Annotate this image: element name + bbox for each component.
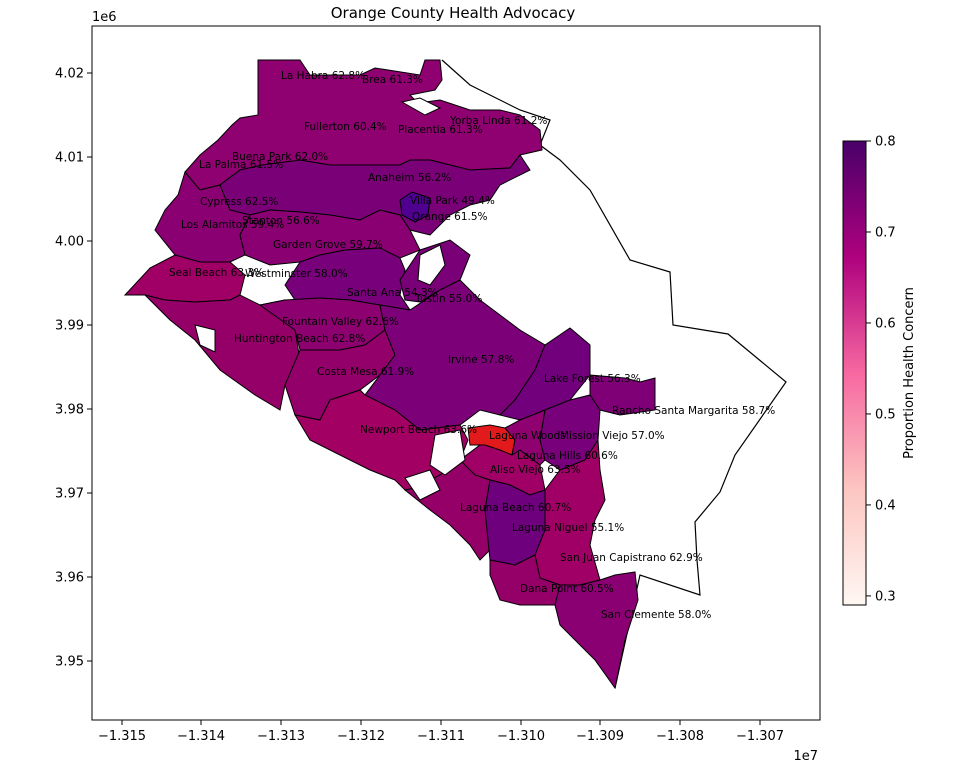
county-outline (441, 59, 787, 689)
colorbar-tick-label: 0.3 (875, 589, 896, 604)
city-label: Stanton 56.6% (242, 215, 320, 227)
city-label: Laguna Beach 60.7% (460, 502, 571, 514)
city-label: Tustin 55.0% (414, 293, 482, 305)
city-label: Laguna Niguel 55.1% (512, 522, 624, 534)
region-villa-park (399, 191, 431, 223)
x-axis: −1.315 −1.314 −1.313 −1.312 −1.311 −1.310 −1.3… (98, 720, 784, 744)
city-label: Buena Park 62.0% (232, 151, 328, 163)
pocket-4 (194, 324, 216, 353)
y-tick-label: 4.01 (55, 151, 84, 166)
city-label: Yorba Linda 61.2% (449, 115, 547, 127)
city-label: Newport Beach 63.6% (360, 424, 477, 436)
city-label: La Habra 62.8% (281, 70, 365, 82)
city-label: Cypress 62.5% (200, 196, 278, 208)
city-label: Fountain Valley 62.6% (282, 316, 399, 328)
city-label: Seal Beach 63.3% (169, 267, 264, 279)
colorbar-tick-label: 0.4 (875, 498, 896, 513)
x-tick-label: −1.310 (497, 729, 545, 744)
x-tick-label: −1.311 (417, 729, 465, 744)
city-label: La Palma 61.5% (199, 159, 283, 171)
city-label: Laguna Hills 60.6% (517, 450, 618, 462)
city-label: Dana Point 60.5% (520, 583, 614, 595)
city-label: Santa Ana 54.3% (347, 287, 438, 299)
y-offset-label: 1e6 (92, 10, 117, 25)
colorbar-tick-label: 0.5 (875, 407, 896, 422)
colorbar-label: Proportion Health Concern (902, 287, 917, 459)
region-huntington (143, 294, 301, 411)
city-labels: La Habra 62.8%Brea 61.3% Yorba Linda 61.2… (169, 70, 775, 621)
y-tick-label: 3.98 (55, 403, 84, 418)
colorbar (842, 140, 867, 606)
y-tick-label: 3.96 (55, 571, 84, 586)
city-label: Anaheim 56.2% (368, 172, 451, 184)
city-label: Westminster 58.0% (245, 268, 348, 280)
x-offset-label: 1e7 (793, 749, 818, 764)
x-tick-label: −1.313 (257, 729, 305, 744)
region-laguna-hills (504, 409, 546, 466)
city-label: Rancho Santa Margarita 58.7% (612, 405, 775, 417)
city-label: Lake Forest 56.3% (544, 373, 641, 385)
region-central (239, 209, 421, 266)
colorbar-tick-label: 0.7 (875, 225, 896, 240)
city-label: Villa Park 49.4% (410, 195, 495, 207)
x-tick-label: −1.309 (576, 729, 624, 744)
y-tick-label: 4.00 (55, 235, 84, 250)
plot-frame (91, 25, 821, 721)
x-tick-label: −1.307 (736, 729, 784, 744)
pocket-2 (429, 429, 466, 476)
city-label: Mission Viejo 57.0% (560, 430, 665, 442)
colorbar-tick-label: 0.6 (875, 316, 896, 331)
unincorporated-pockets (194, 97, 466, 501)
city-label: Fullerton 60.4% (304, 121, 387, 133)
city-label: Aliso Viejo 63.5% (490, 464, 581, 476)
pocket-5 (400, 97, 442, 116)
city-label: San Juan Capistrano 62.9% (560, 552, 703, 564)
city-label: Orange 61.5% (412, 211, 488, 223)
region-newport (293, 389, 469, 491)
pocket-3 (404, 469, 441, 501)
region-west (154, 170, 251, 263)
colorbar-ticks: 0.8 0.7 0.6 0.5 0.4 0.3 (866, 135, 896, 604)
y-tick-label: 4.02 (55, 67, 84, 82)
x-tick-label: −1.308 (656, 729, 704, 744)
city-label: Irvine 57.8% (448, 354, 514, 366)
x-tick-label: −1.315 (98, 729, 146, 744)
city-label: Los Alamitos 59.4% (181, 219, 284, 231)
y-axis: 4.02 4.01 4.00 3.99 3.98 3.97 3.96 3.95 (55, 67, 92, 670)
x-tick-label: −1.314 (177, 729, 225, 744)
city-label: Placentia 61.3% (398, 124, 483, 136)
chart-title: Orange County Health Advocacy (331, 4, 576, 22)
region-san-clemente (554, 571, 639, 690)
city-label: Costa Mesa 61.9% (317, 366, 414, 378)
city-label: San Clemente 58.0% (601, 609, 711, 621)
x-tick-label: −1.312 (337, 729, 385, 744)
city-label: Laguna Woods (489, 430, 566, 442)
region-costa-mesa (284, 329, 396, 421)
map-area (123, 59, 787, 690)
city-label: Brea 61.3% (362, 74, 423, 86)
region-irvine (364, 279, 546, 431)
city-label: Huntington Beach 62.8% (234, 333, 365, 345)
colorbar-tick-label: 0.8 (875, 135, 896, 150)
y-tick-label: 3.95 (55, 655, 84, 670)
city-label: Garden Grove 59.7% (273, 239, 383, 251)
y-tick-label: 3.97 (55, 487, 84, 502)
pocket-1 (417, 244, 446, 286)
y-tick-label: 3.99 (55, 319, 84, 334)
